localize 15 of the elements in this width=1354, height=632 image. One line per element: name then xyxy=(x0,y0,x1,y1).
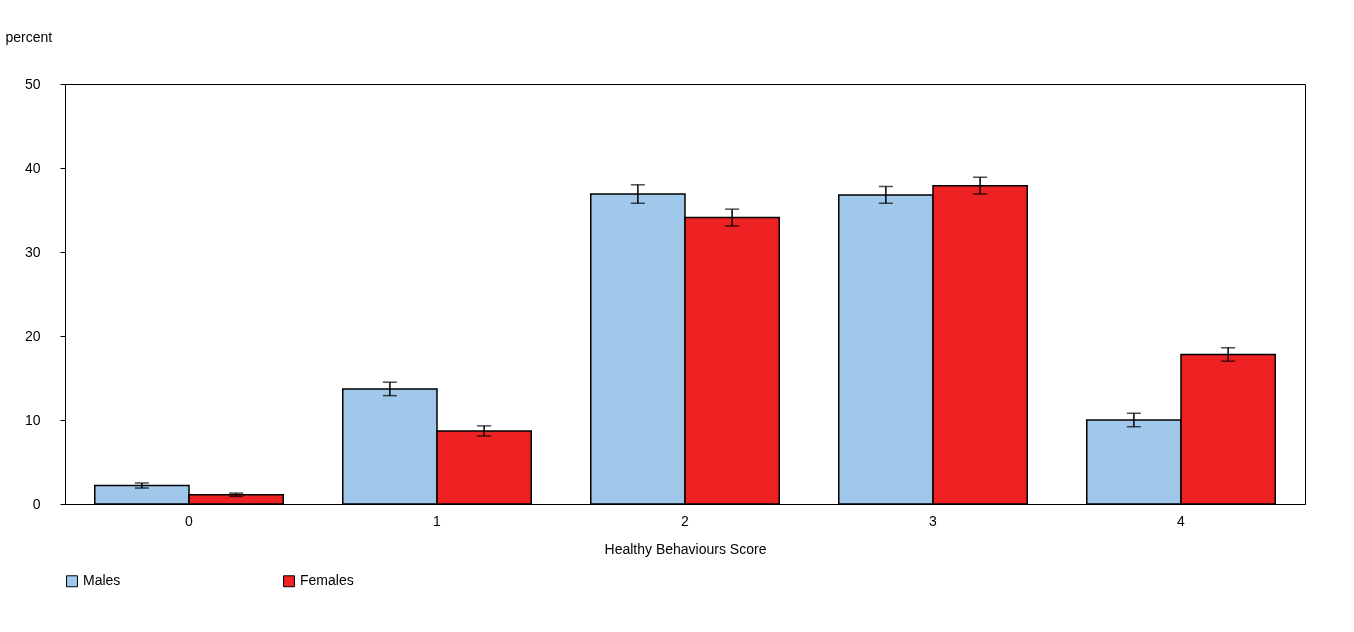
x-tick-label: 1 xyxy=(433,512,442,529)
legend-label: Females xyxy=(300,572,354,589)
y-axis-title: percent xyxy=(5,28,53,45)
x-axis-title: Healthy Behaviours Score xyxy=(604,540,767,557)
y-tick-label: 50 xyxy=(24,75,41,92)
y-tick-label: 40 xyxy=(24,159,41,176)
y-tick-label: 10 xyxy=(24,411,41,428)
x-tick-label: 0 xyxy=(185,512,194,529)
x-tick-label: 2 xyxy=(681,512,690,529)
x-tick-label: 3 xyxy=(929,512,938,529)
y-tick-label: 0 xyxy=(32,495,41,512)
x-tick-label: 4 xyxy=(1177,512,1186,529)
y-tick-label: 30 xyxy=(24,243,41,260)
y-tick-label: 20 xyxy=(24,327,41,344)
legend-label: Males xyxy=(83,572,121,589)
